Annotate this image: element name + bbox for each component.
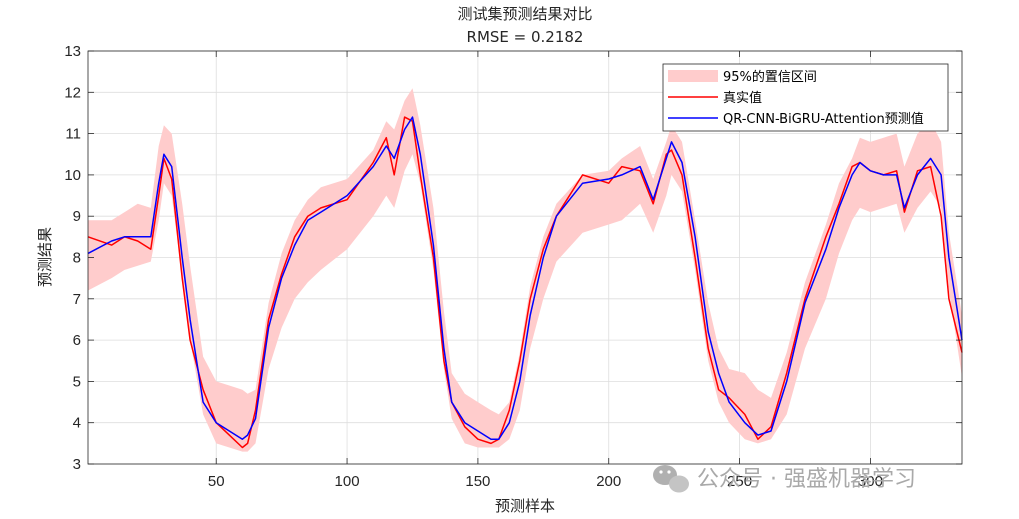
legend-label-actual: 真实值 [723,90,762,106]
legend-label-predicted: QR-CNN-BiGRU-Attention预测值 [723,111,924,127]
watermark-text: 公众号 · 强盛机器学习 [697,467,916,492]
chart-subtitle: RMSE = 0.2182 [467,28,584,46]
y-tick-label: 13 [64,43,81,60]
y-tick-label: 9 [73,208,81,225]
y-tick-label: 6 [73,332,81,349]
y-tick-label: 5 [73,373,81,390]
x-tick-label: 200 [596,473,621,490]
y-tick-label: 11 [65,126,81,143]
x-tick-label: 50 [208,473,225,490]
x-tick-label: 250 [727,473,752,490]
legend: 95%的置信区间 真实值 QR-CNN-BiGRU-Attention预测值 [662,63,949,132]
x-tick-label: 150 [465,473,490,490]
y-tick-label: 7 [73,291,81,308]
y-tick-label: 4 [73,415,81,432]
series-lines [87,116,963,449]
confidence-band-group [88,88,962,452]
y-tick-label: 3 [73,456,81,473]
x-tick-label: 300 [858,473,883,490]
y-tick-label: 10 [64,167,81,184]
legend-swatch-band [668,70,718,82]
y-axis-label: 预测结果 [36,227,54,287]
x-tick-label: 100 [335,473,360,490]
x-axis-label: 预测样本 [495,497,555,515]
series-line-actual [87,116,963,449]
chart-title: 测试集预测结果对比 [457,5,592,23]
confidence-band [88,88,962,452]
y-tick-label: 8 [73,250,81,267]
legend-label-band: 95%的置信区间 [723,69,817,85]
watermark: 公众号 · 强盛机器学习 [653,465,916,493]
series-line-predicted [87,116,963,440]
ticks: 3 4 5 6 7 8 9 10 11 12 13 50 100 150 200 250 300 [64,43,962,490]
y-tick-label: 12 [64,84,81,101]
wechat-icon [653,465,689,493]
